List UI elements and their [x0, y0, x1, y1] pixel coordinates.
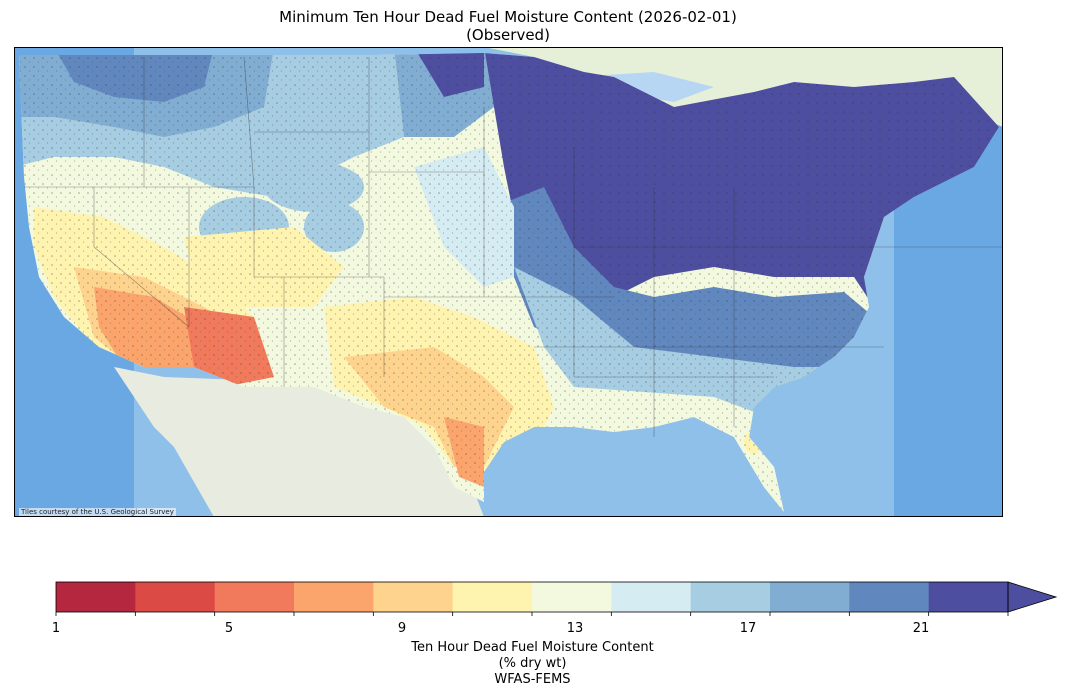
- colorbar-tick-label: 9: [397, 621, 407, 636]
- colorbar-tick-label: 13: [566, 621, 584, 636]
- colorbar-segment: [294, 582, 374, 612]
- map-frame: [14, 47, 1003, 517]
- colorbar-segment: [214, 582, 295, 612]
- colorbar-units: (% dry wt): [498, 656, 567, 671]
- map-subtitle: (Observed): [466, 26, 550, 44]
- colorbar-segment: [690, 582, 771, 612]
- colorbar-segment: [56, 582, 136, 612]
- colorbar-segment: [849, 582, 930, 612]
- colorbar-source: WFAS-FEMS: [494, 672, 571, 687]
- colorbar-segment: [532, 582, 612, 612]
- fuel-moisture-map: [14, 47, 1003, 517]
- colorbar-segment: [611, 582, 692, 612]
- colorbar-segment: [452, 582, 533, 612]
- baja-land: [114, 367, 184, 457]
- colorbar: [55, 581, 1058, 616]
- colorbar-tick-label: 17: [739, 621, 757, 636]
- colorbar-segment: [928, 582, 1009, 612]
- colorbar-segment: [770, 582, 850, 612]
- colorbar-tick-label: 5: [224, 621, 234, 636]
- colorbar-extend-arrow: [1007, 581, 1058, 613]
- colorbar-tick-label: 21: [912, 621, 930, 636]
- colorbar-tick-label: 1: [51, 621, 61, 636]
- state-boundaries: [24, 56, 1003, 437]
- colorbar-label: Ten Hour Dead Fuel Moisture Content: [411, 640, 654, 655]
- map-title: Minimum Ten Hour Dead Fuel Moisture Cont…: [279, 8, 737, 26]
- colorbar-segment: [135, 582, 216, 612]
- tile-credit: Tiles courtesy of the U.S. Geological Su…: [19, 508, 176, 516]
- colorbar-segment: [373, 582, 454, 612]
